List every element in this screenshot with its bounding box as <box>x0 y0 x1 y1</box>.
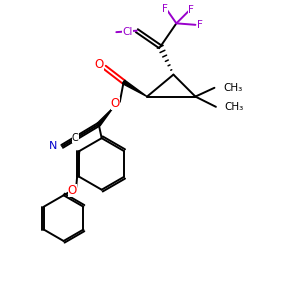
Text: O: O <box>95 58 104 71</box>
Text: O: O <box>111 98 120 110</box>
Text: CH₃: CH₃ <box>225 102 244 112</box>
Text: Cl: Cl <box>122 27 133 37</box>
Text: F: F <box>162 4 168 14</box>
Text: C: C <box>72 133 79 142</box>
Text: CH₃: CH₃ <box>223 83 242 93</box>
Text: F: F <box>188 5 194 15</box>
Text: F: F <box>197 20 203 30</box>
Text: N: N <box>50 141 58 152</box>
Polygon shape <box>97 107 113 126</box>
Text: O: O <box>68 184 77 197</box>
Polygon shape <box>123 80 147 97</box>
